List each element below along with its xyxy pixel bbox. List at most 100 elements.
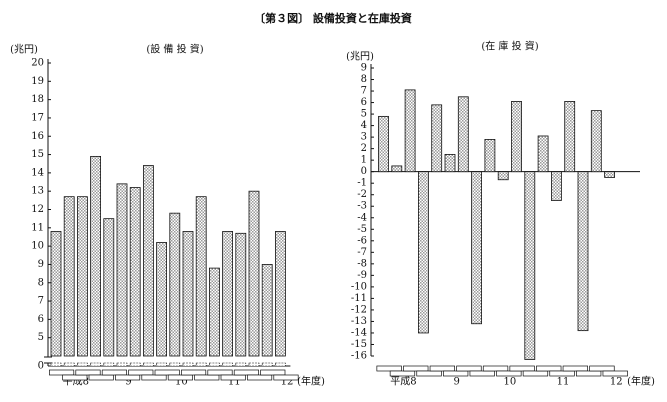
bar: [235, 232, 247, 357]
y-tick-label: 5: [361, 109, 367, 120]
y-tick-label: -6: [357, 235, 367, 246]
y-tick-label: -11: [351, 293, 367, 304]
period-box: [416, 370, 442, 377]
x-tick-label: 11: [228, 377, 241, 388]
x-tick-label: 10: [175, 377, 188, 388]
y-tick-label: -12: [351, 304, 367, 315]
x-tick-label: 9: [125, 377, 131, 388]
bar: [497, 171, 509, 181]
y-tick-label: 15: [31, 149, 44, 160]
y-tick-label: 8: [361, 74, 367, 85]
y-tick-label: 20: [31, 58, 44, 69]
period-box: [260, 369, 286, 376]
period-box: [443, 370, 469, 377]
bar: [182, 231, 194, 357]
bar: [551, 171, 562, 201]
bar-stub: [195, 362, 207, 367]
y-tick-label: 8: [38, 277, 44, 288]
y-tick-label: 4: [361, 120, 367, 131]
period-box: [194, 374, 220, 381]
bar: [604, 171, 615, 178]
period-box: [154, 369, 180, 376]
y-tick-label: 11: [31, 222, 44, 233]
period-box: [181, 369, 207, 376]
y-tick-label: 3: [361, 132, 367, 143]
y-tick-label: -1: [357, 178, 367, 189]
bar: [457, 96, 469, 173]
bar: [431, 104, 443, 173]
y-tick-label: 5: [38, 332, 44, 343]
period-box: [141, 374, 167, 381]
bar: [444, 153, 456, 173]
period-box: [233, 369, 259, 376]
period-box: [456, 365, 482, 372]
bar-stub: [50, 362, 62, 367]
y-tick-label: -5: [357, 224, 367, 235]
bar: [524, 171, 536, 360]
y-tick-label: 17: [31, 112, 44, 123]
y-tick-label: 18: [31, 94, 44, 105]
bar: [90, 155, 101, 357]
y-tick-label: -15: [351, 339, 367, 350]
x-tick-label: 平成8: [390, 376, 416, 388]
y-tick-label: -14: [351, 327, 367, 338]
x-tick-label: 10: [503, 377, 516, 388]
period-box: [247, 374, 273, 381]
y-tick-label: -13: [351, 316, 367, 327]
chart-title: (設 備 投 資): [146, 43, 203, 56]
period-box: [167, 374, 193, 381]
period-box: [128, 369, 154, 376]
x-tick-label: 12: [281, 377, 294, 388]
bar: [378, 115, 389, 173]
y-tick-label: -7: [357, 247, 367, 258]
period-box: [220, 374, 246, 381]
bar-stub: [209, 362, 220, 367]
bar: [129, 187, 141, 357]
bar-stub: [129, 362, 141, 367]
period-box: [429, 365, 455, 372]
period-box: [589, 365, 615, 372]
y-tick-label: 0: [361, 166, 367, 177]
bar-stub: [275, 362, 286, 367]
period-box: [482, 365, 509, 372]
bar-stub: [156, 362, 167, 367]
y-tick-label: 7: [38, 296, 44, 307]
period-box: [75, 369, 101, 376]
bar: [417, 171, 429, 334]
y-tick-label: -2: [357, 189, 367, 200]
period-box: [376, 365, 402, 372]
y-tick-label: 13: [31, 186, 44, 197]
bar: [116, 183, 128, 357]
axis-break-mark: [44, 356, 52, 364]
axis-break: [45, 357, 291, 363]
period-box: [562, 365, 588, 372]
bar: [274, 231, 286, 357]
bar: [156, 242, 168, 357]
period-box: [575, 370, 602, 377]
bar-stub: [248, 362, 260, 367]
period-box: [522, 370, 549, 377]
x-unit-label: (年度): [627, 375, 655, 388]
bar: [77, 196, 88, 357]
main-title: 〔第３図〕 設備投資と在庫投資: [254, 11, 412, 25]
bar: [391, 165, 403, 173]
bar-stub: [90, 362, 101, 367]
bar: [103, 218, 115, 357]
bar-stub: [169, 362, 181, 367]
bar: [404, 89, 416, 173]
x-unit-label: (年度): [297, 375, 325, 388]
bar: [590, 110, 602, 173]
y-tick-label: -8: [357, 258, 367, 269]
bar: [63, 196, 75, 357]
bar: [511, 101, 522, 173]
x-tick-label: 11: [557, 377, 570, 388]
y-tick-label: 6: [361, 97, 367, 108]
period-box: [536, 365, 562, 372]
period-box: [509, 365, 535, 372]
bar: [50, 231, 62, 357]
period-box: [101, 369, 127, 376]
bar: [537, 135, 549, 173]
y-tick-label: 1: [361, 155, 367, 166]
period-box: [549, 370, 575, 377]
